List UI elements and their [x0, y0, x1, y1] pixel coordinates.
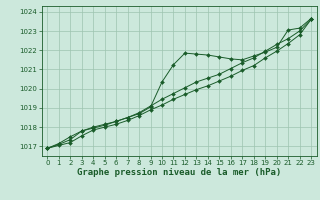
X-axis label: Graphe pression niveau de la mer (hPa): Graphe pression niveau de la mer (hPa) [77, 168, 281, 177]
